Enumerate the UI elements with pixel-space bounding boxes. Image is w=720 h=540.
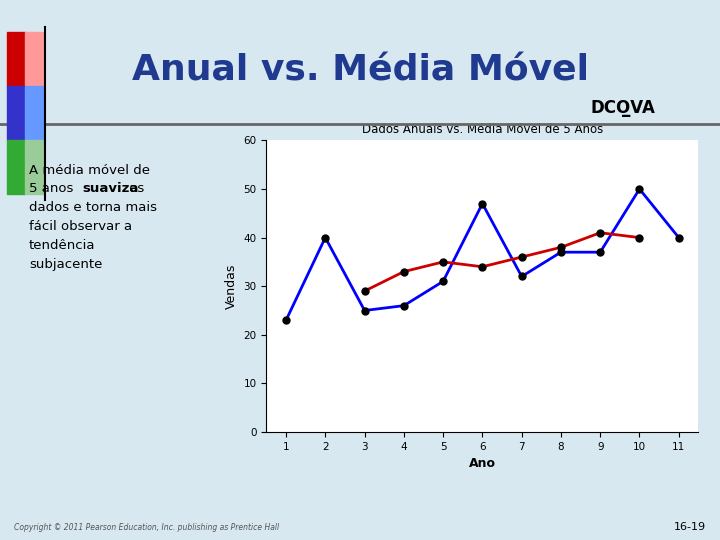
Text: suaviza: suaviza xyxy=(83,183,139,195)
Text: subjacente: subjacente xyxy=(29,258,102,271)
Text: 5 anos: 5 anos xyxy=(29,183,78,195)
Text: DCO̲VA: DCO̲VA xyxy=(590,99,655,117)
Text: A média móvel de: A média móvel de xyxy=(29,164,150,177)
Text: 16-19: 16-19 xyxy=(673,522,706,532)
Text: os: os xyxy=(125,183,144,195)
Title: Dados Anuais vs. Média Móvel de 5 Anos: Dados Anuais vs. Média Móvel de 5 Anos xyxy=(361,124,603,137)
Text: dados e torna mais: dados e torna mais xyxy=(29,201,157,214)
Text: fácil observar a: fácil observar a xyxy=(29,220,132,233)
Text: Copyright © 2011 Pearson Education, Inc. publishing as Prentice Hall: Copyright © 2011 Pearson Education, Inc.… xyxy=(14,523,279,532)
Text: tendência: tendência xyxy=(29,239,95,252)
Y-axis label: Vendas: Vendas xyxy=(225,264,238,309)
X-axis label: Ano: Ano xyxy=(469,457,496,470)
Text: Anual vs. Média Móvel: Anual vs. Média Móvel xyxy=(132,53,588,87)
